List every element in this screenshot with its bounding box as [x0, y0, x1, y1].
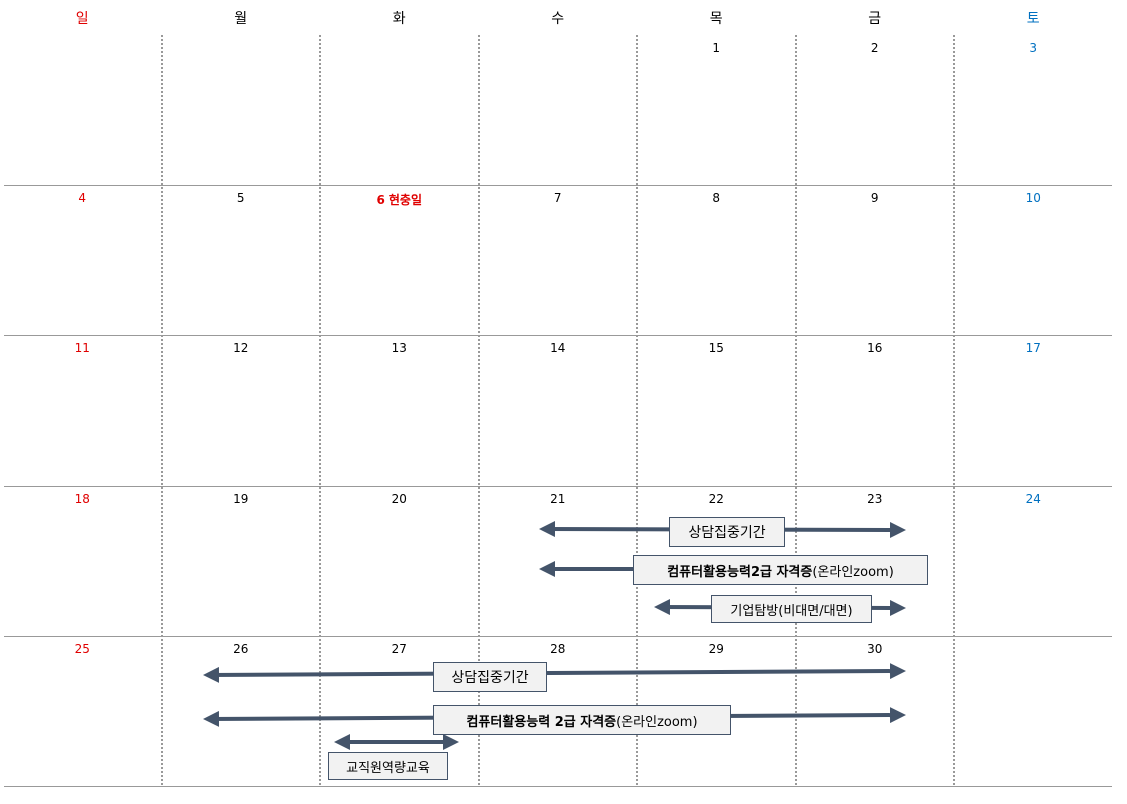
day-cell-24[interactable]: 24 [954, 492, 1113, 506]
day-cell-5[interactable]: 5 [162, 191, 321, 205]
week-divider [4, 335, 1112, 336]
day-number: 21 [550, 492, 566, 506]
day-cell-20[interactable]: 20 [320, 492, 479, 506]
day-cell-14[interactable]: 14 [479, 341, 638, 355]
weekday-tue: 화 [392, 11, 406, 27]
weekday-fri: 금 [868, 11, 882, 27]
day-cell-17[interactable]: 17 [954, 341, 1113, 355]
day-cell-22[interactable]: 22 [637, 492, 796, 506]
day-cell-11[interactable]: 11 [3, 341, 162, 355]
day-divider [794, 35, 797, 785]
day-number: 18 [74, 492, 90, 506]
day-cell-18[interactable]: 18 [3, 492, 162, 506]
day-cell-15[interactable]: 15 [637, 341, 796, 355]
day-number: 1 [712, 41, 721, 55]
day-cell-3[interactable]: 3 [954, 41, 1113, 55]
weekday-thu: 목 [709, 11, 723, 27]
day-number: 14 [550, 341, 566, 355]
day-number: 19 [233, 492, 249, 506]
day-number: 15 [708, 341, 724, 355]
week-divider [4, 786, 1112, 787]
event-label: 컴퓨터활용능력2급 자격증 [667, 564, 813, 580]
day-number: 23 [867, 492, 883, 506]
day-divider [160, 35, 163, 785]
event-label: 교직원역량교육 [346, 760, 430, 776]
day-cell-30[interactable]: 30 [796, 642, 955, 656]
week-divider [4, 185, 1112, 186]
day-divider [636, 35, 638, 785]
day-number: 30 [867, 642, 883, 656]
day-divider [477, 35, 480, 785]
day-cell-29[interactable]: 29 [637, 642, 796, 656]
day-cell-9[interactable]: 9 [796, 191, 955, 205]
day-number: 3 [1029, 41, 1038, 55]
day-divider [319, 35, 321, 785]
week-divider [4, 486, 1112, 487]
day-cell-13[interactable]: 13 [320, 341, 479, 355]
day-number: 16 [867, 341, 883, 355]
day-cell-12[interactable]: 12 [162, 341, 321, 355]
day-number: 27 [391, 642, 407, 656]
event-company-visit[interactable]: 기업탐방(비대면/대면) [711, 595, 872, 623]
weekday-wed: 수 [551, 11, 565, 27]
day-number: 20 [391, 492, 407, 506]
day-cell-27[interactable]: 27 [320, 642, 479, 656]
event-label-detail: (온라인zoom) [616, 714, 698, 730]
event-computer-cert[interactable]: 컴퓨터활용능력2급 자격증 (온라인zoom) [633, 555, 928, 585]
day-divider [953, 35, 955, 785]
weekday-mon: 월 [234, 11, 248, 27]
day-cell-10[interactable]: 10 [954, 191, 1113, 205]
arrow-w5-counsel [203, 663, 906, 683]
day-number: 12 [233, 341, 249, 355]
day-number: 2 [870, 41, 879, 55]
day-cell-19[interactable]: 19 [162, 492, 321, 506]
day-cell-28[interactable]: 28 [479, 642, 638, 656]
day-number: 6 [376, 193, 385, 207]
event-computer-cert[interactable]: 컴퓨터활용능력 2급 자격증 (온라인zoom) [433, 705, 731, 735]
day-number: 11 [74, 341, 90, 355]
day-number: 7 [553, 191, 562, 205]
day-cell-8[interactable]: 8 [637, 191, 796, 205]
event-label: 컴퓨터활용능력 2급 자격증 [466, 714, 617, 730]
event-label: 상담집중기간 [451, 670, 529, 686]
event-label: 상담집중기간 [688, 525, 766, 541]
day-number: 10 [1025, 191, 1041, 205]
day-number: 5 [236, 191, 245, 205]
day-cell-23[interactable]: 23 [796, 492, 955, 506]
day-cell-6[interactable]: 6 현충일 [320, 191, 479, 208]
weekday-sun: 일 [75, 11, 89, 27]
day-cell-16[interactable]: 16 [796, 341, 955, 355]
day-cell-25[interactable]: 25 [3, 642, 162, 656]
day-cell-7[interactable]: 7 [479, 191, 638, 205]
day-number: 17 [1025, 341, 1041, 355]
day-number: 8 [712, 191, 721, 205]
day-number: 22 [708, 492, 724, 506]
event-counsel-period[interactable]: 상담집중기간 [669, 517, 785, 547]
event-counsel-period[interactable]: 상담집중기간 [433, 662, 547, 692]
weekday-sat: 토 [1026, 11, 1040, 27]
day-cell-4[interactable]: 4 [3, 191, 162, 205]
holiday-label: 현충일 [388, 193, 422, 207]
day-number: 24 [1025, 492, 1041, 506]
event-label: 기업탐방(비대면/대면) [730, 603, 853, 619]
day-cell-2[interactable]: 2 [796, 41, 955, 55]
day-cell-1[interactable]: 1 [637, 41, 796, 55]
day-cell-26[interactable]: 26 [162, 642, 321, 656]
day-number: 9 [870, 191, 879, 205]
event-staff-training[interactable]: 교직원역량교육 [328, 752, 448, 780]
day-number: 4 [78, 191, 87, 205]
day-number: 29 [708, 642, 724, 656]
day-cell-21[interactable]: 21 [479, 492, 638, 506]
day-number: 26 [233, 642, 249, 656]
day-number: 13 [391, 341, 407, 355]
day-number: 25 [74, 642, 90, 656]
day-number: 28 [550, 642, 566, 656]
event-label-detail: (온라인zoom) [812, 564, 894, 580]
week-divider [4, 636, 1112, 637]
